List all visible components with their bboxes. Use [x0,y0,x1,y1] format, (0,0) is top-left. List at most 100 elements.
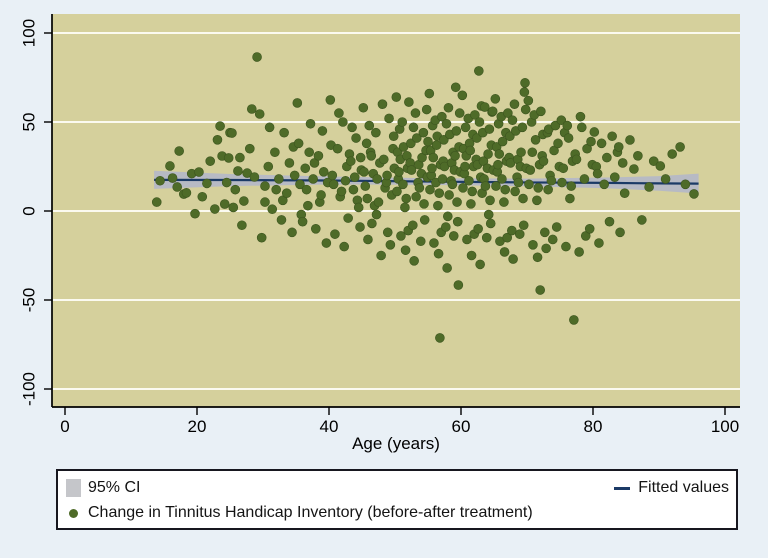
scatter-point [215,121,225,131]
scatter-point [396,231,406,241]
scatter-point [230,184,241,195]
scatter-point [508,254,518,264]
scatter-point [260,197,270,207]
scatter-point [338,117,348,127]
scatter-point [538,156,549,166]
scatter-point [648,156,659,166]
scatter-point [528,240,538,250]
scatter-point [297,216,308,227]
scatter-point [550,120,561,131]
scatter-point [540,227,550,238]
scatter-point [633,151,643,161]
scatter-point [563,133,574,143]
scatter-point [318,167,329,177]
scatter-point [313,151,324,161]
scatter-point [388,131,399,142]
scatter-point [321,238,332,248]
scatter-point [458,183,468,193]
y-tick-label: 0 [19,206,38,215]
scatter-point [644,182,654,192]
scatter-point [514,229,525,239]
scatter-point [472,133,482,143]
scatter-point [457,90,468,101]
scatter-point [408,122,419,133]
scatter-point [293,138,304,149]
scatter-point [332,143,343,154]
scatter-point [503,108,513,118]
scatter-point [532,252,543,263]
ci-band-swatch [65,479,81,497]
scatter-point [151,197,162,207]
scatter-point [212,135,223,145]
scatter-point [562,120,573,131]
scatter-point [464,175,474,186]
scatter-point [292,98,303,108]
scatter-point [505,131,515,142]
scatter-point [316,190,326,200]
scatter-point [584,224,595,234]
scatter-point [349,172,360,182]
scatter-point [303,200,313,211]
scatter-point [301,184,312,195]
x-tick-label: 40 [320,417,339,436]
scatter-point [561,241,571,252]
scatter-point [629,164,639,174]
scatter-point [450,151,460,161]
scatter-point [411,191,421,202]
scatter-point [397,117,408,127]
scatter-point [553,138,563,149]
scatter-point [460,161,470,172]
x-axis-title: Age (years) [352,434,440,453]
legend-label-scatter: Change in Tinnitus Handicap Inventory (b… [88,504,533,521]
scatter-point [419,199,429,209]
x-tick-label: 80 [584,417,603,436]
scatter-point [358,102,369,113]
scatter-point [362,193,373,204]
scatter-point [439,135,449,145]
scatter-point [348,184,359,195]
scatter-point [484,124,495,134]
scatter-point [437,174,448,184]
scatter-point [453,280,464,290]
scatter-point [520,104,531,115]
scatter-point [507,225,517,236]
scatter-point [371,127,381,138]
scatter-point [475,259,485,270]
scatter-point [667,149,678,159]
scatter-point [382,170,392,181]
scatter-point [174,146,184,156]
scatter-point [454,108,465,118]
scatter-point [194,167,204,177]
scatter-point [202,178,212,189]
scatter-point [210,204,220,214]
scatter-point [433,248,444,259]
scatter-point [481,232,492,243]
scatter-point [364,120,375,131]
scatter-point [427,163,437,174]
scatter-point [428,152,439,163]
scatter-point [424,88,435,99]
scatter-point [609,172,620,182]
scatter-point [474,117,485,127]
scatter-point [287,227,297,238]
scatter-point [429,238,439,248]
scatter-point [509,99,520,109]
scatter-point [487,106,498,117]
scatter-point [465,145,476,156]
scatter-point [415,236,426,247]
scatter-point [519,87,530,97]
scatter-point [353,202,364,213]
legend-label-ci: 95% CI [88,479,141,496]
scatter-point [373,197,384,207]
scatter-point [689,189,699,199]
scatter-point [401,193,412,204]
x-tick-label: 100 [711,417,739,436]
scatter-point [235,152,245,163]
legend-row-ci: 95% CI Fitted values [58,476,736,500]
scatter-point [181,188,192,198]
scatter-point [355,152,366,163]
scatter-point [400,202,410,213]
scatter-point [308,174,318,184]
scatter-point [615,227,625,238]
